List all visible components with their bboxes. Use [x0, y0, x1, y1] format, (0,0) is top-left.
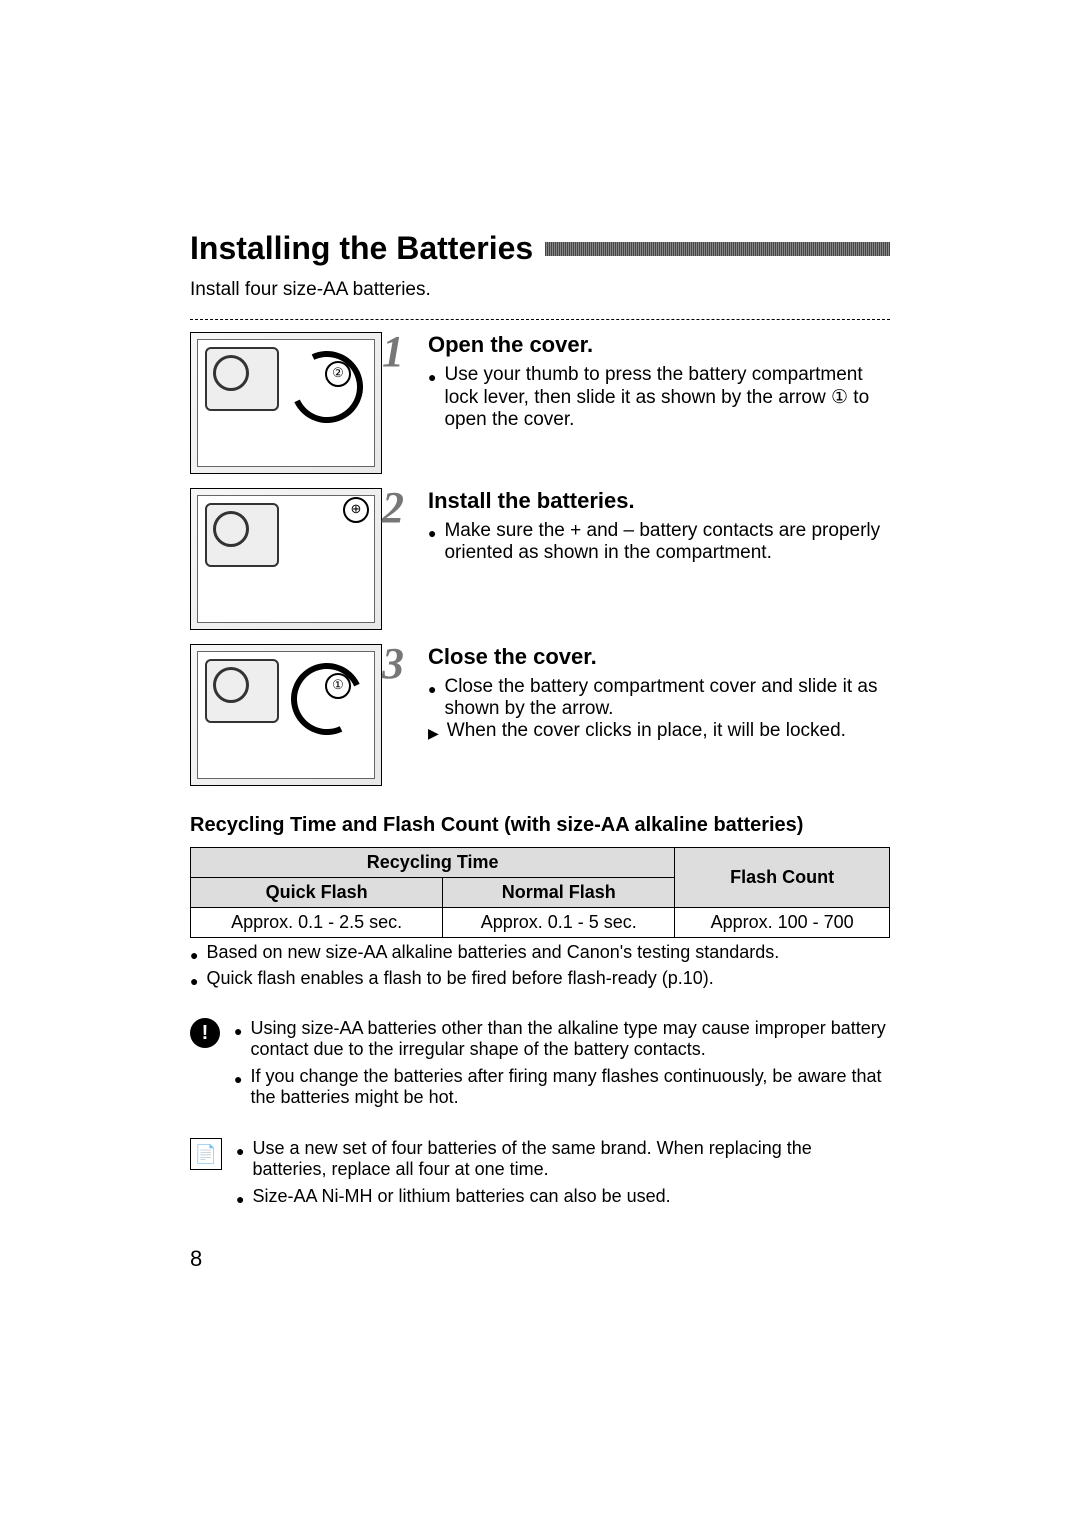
step-2: ⊕ 2 Install the batteries. ● Make sure t…: [190, 488, 890, 630]
step-1-heading: Open the cover.: [428, 332, 890, 358]
bullet: ● Use your thumb to press the battery co…: [428, 364, 890, 431]
document-page: Installing the Batteries Install four si…: [0, 0, 1080, 1372]
th-normal: Normal Flash: [443, 878, 675, 908]
step-1-illustration: ②: [190, 332, 382, 474]
tip-list: ● Use a new set of four batteries of the…: [236, 1138, 890, 1218]
bullet: ▶ When the cover clicks in place, it wil…: [428, 720, 890, 746]
note-icon: 📄: [190, 1138, 222, 1170]
step-3-body: ● Close the battery compartment cover an…: [428, 676, 890, 746]
bullet-icon: ●: [428, 364, 436, 431]
bullet-icon: ●: [428, 520, 436, 564]
tip-text: Size-AA Ni-MH or lithium batteries can a…: [252, 1186, 670, 1212]
tip-text: Use a new set of four batteries of the s…: [252, 1138, 890, 1180]
step-2-text: 2 Install the batteries. ● Make sure the…: [400, 488, 890, 630]
bullet-text: Use your thumb to press the battery comp…: [444, 364, 890, 431]
tip-item: ● Size-AA Ni-MH or lithium batteries can…: [236, 1186, 890, 1212]
bullet-icon: ●: [428, 676, 436, 720]
intro-text: Install four size-AA batteries.: [190, 279, 890, 320]
step-3: ① 3 Close the cover. ● Close the battery…: [190, 644, 890, 786]
illus-marker: ①: [325, 673, 351, 699]
bullet-text: Close the battery compartment cover and …: [444, 676, 890, 720]
tip-block: 📄 ● Use a new set of four batteries of t…: [190, 1138, 890, 1218]
th-recycling: Recycling Time: [191, 848, 675, 878]
tip-item: ● Use a new set of four batteries of the…: [236, 1138, 890, 1180]
title-row: Installing the Batteries: [190, 230, 890, 267]
step-3-text: 3 Close the cover. ● Close the battery c…: [400, 644, 890, 786]
page-title: Installing the Batteries: [190, 230, 533, 267]
td-flash-count: Approx. 100 - 700: [675, 908, 890, 938]
table-footnotes: ● Based on new size-AA alkaline batterie…: [190, 942, 890, 994]
step-2-body: ● Make sure the + and – battery contacts…: [428, 520, 890, 564]
warning-text: If you change the batteries after firing…: [250, 1066, 890, 1108]
step-1-text: 1 Open the cover. ● Use your thumb to pr…: [400, 332, 890, 474]
bullet-icon: ▶: [428, 720, 439, 746]
bullet-text: Make sure the + and – battery contacts a…: [444, 520, 890, 564]
warning-item: ● Using size-AA batteries other than the…: [234, 1018, 890, 1060]
bullet: ● Close the battery compartment cover an…: [428, 676, 890, 720]
th-flash-count: Flash Count: [675, 848, 890, 908]
footnote-text: Quick flash enables a flash to be fired …: [206, 968, 713, 994]
table-heading: Recycling Time and Flash Count (with siz…: [190, 814, 890, 837]
warning-list: ● Using size-AA batteries other than the…: [234, 1018, 890, 1114]
footnote-text: Based on new size-AA alkaline batteries …: [206, 942, 779, 968]
step-2-heading: Install the batteries.: [428, 488, 890, 514]
bullet-icon: ●: [190, 942, 198, 968]
warning-item: ● If you change the batteries after firi…: [234, 1066, 890, 1108]
footnote: ● Quick flash enables a flash to be fire…: [190, 968, 890, 994]
footnote: ● Based on new size-AA alkaline batterie…: [190, 942, 890, 968]
step-number-1: 1: [382, 326, 404, 377]
illus-marker: ⊕: [343, 497, 369, 523]
table-row: Approx. 0.1 - 2.5 sec. Approx. 0.1 - 5 s…: [191, 908, 890, 938]
bullet-icon: ●: [236, 1138, 244, 1180]
illus-marker: ②: [325, 361, 351, 387]
bullet-icon: ●: [234, 1066, 242, 1108]
warning-text: Using size-AA batteries other than the a…: [250, 1018, 890, 1060]
warning-icon: !: [190, 1018, 220, 1048]
step-3-illustration: ①: [190, 644, 382, 786]
bullet: ● Make sure the + and – battery contacts…: [428, 520, 890, 564]
bullet-text: When the cover clicks in place, it will …: [447, 720, 846, 746]
recycling-table: Recycling Time Flash Count Quick Flash N…: [190, 847, 890, 938]
step-2-illustration: ⊕: [190, 488, 382, 630]
step-1-body: ● Use your thumb to press the battery co…: [428, 364, 890, 431]
step-1: ② 1 Open the cover. ● Use your thumb to …: [190, 332, 890, 474]
td-normal: Approx. 0.1 - 5 sec.: [443, 908, 675, 938]
step-number-3: 3: [382, 638, 404, 689]
bullet-icon: ●: [236, 1186, 244, 1212]
step-3-heading: Close the cover.: [428, 644, 890, 670]
table-row: Recycling Time Flash Count: [191, 848, 890, 878]
bullet-icon: ●: [234, 1018, 242, 1060]
td-quick: Approx. 0.1 - 2.5 sec.: [191, 908, 443, 938]
page-number: 8: [190, 1246, 890, 1272]
th-quick: Quick Flash: [191, 878, 443, 908]
title-decoration-bar: [545, 242, 890, 256]
step-number-2: 2: [382, 482, 404, 533]
bullet-icon: ●: [190, 968, 198, 994]
warning-block: ! ● Using size-AA batteries other than t…: [190, 1018, 890, 1114]
